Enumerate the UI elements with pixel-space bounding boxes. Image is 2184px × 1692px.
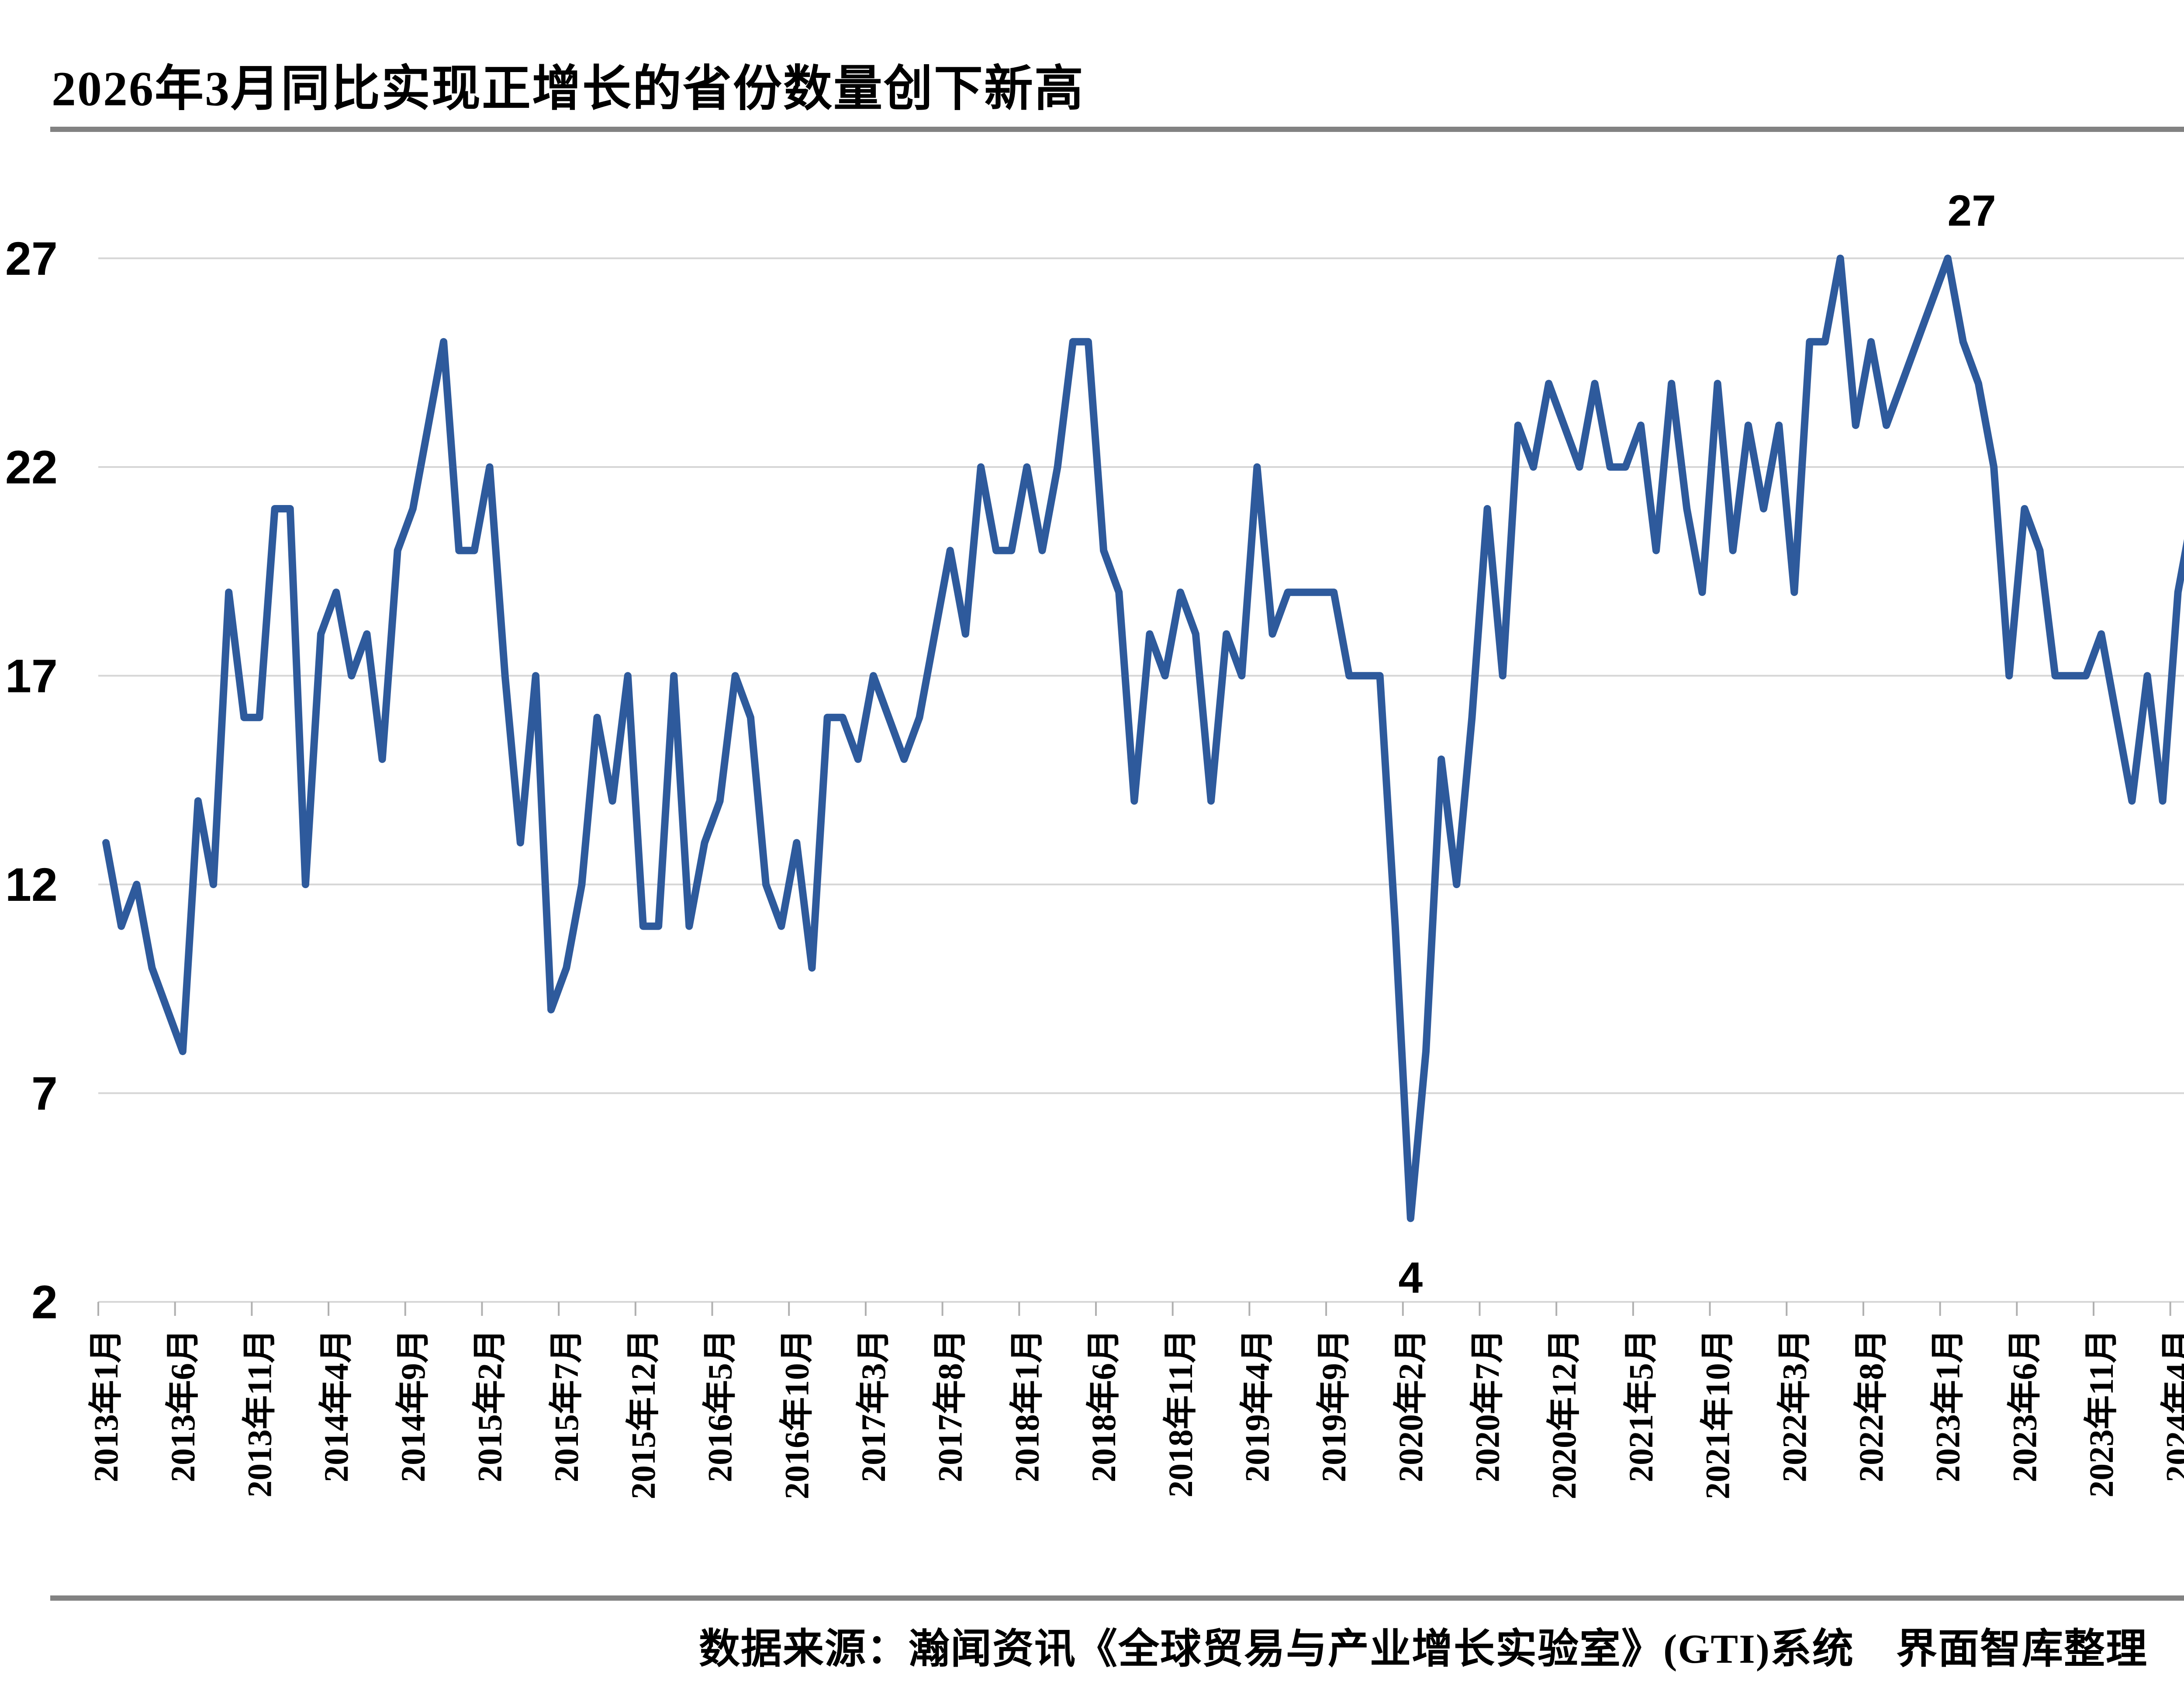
source-divider-rule: [50, 1595, 2184, 1601]
x-axis-label-2015年7月: 2015年7月: [547, 1329, 585, 1482]
x-axis-label-2016年10月: 2016年10月: [778, 1329, 816, 1499]
x-axis-label-2023年11月: 2023年11月: [2082, 1329, 2120, 1498]
x-axis-label-2021年5月: 2021年5月: [1622, 1329, 1660, 1482]
annotation-27: 27: [1948, 186, 1996, 235]
chart-title: 2026年3月同比实现正增长的省份数量创下新高: [52, 62, 1085, 116]
title-divider-rule: [50, 127, 2184, 132]
x-axis-label-2023年6月: 2023年6月: [2005, 1329, 2043, 1482]
x-axis-label-2021年10月: 2021年10月: [1699, 1329, 1737, 1499]
x-axis-label-2014年9月: 2014年9月: [394, 1329, 432, 1482]
x-axis-label-2020年7月: 2020年7月: [1469, 1329, 1507, 1482]
x-axis-label-2016年5月: 2016年5月: [701, 1329, 739, 1482]
x-axis-label-2013年1月: 2013年1月: [87, 1329, 125, 1482]
x-axis-label-2017年8月: 2017年8月: [931, 1329, 969, 1482]
x-axis-label-2019年9月: 2019年9月: [1315, 1329, 1353, 1482]
data-line-series: [102, 254, 2184, 1222]
y-axis-label-12: 12: [5, 858, 58, 911]
x-axis-label-2022年8月: 2022年8月: [1852, 1329, 1890, 1482]
y-axis-label-17: 17: [5, 649, 58, 702]
y-axis-label-27: 27: [5, 232, 58, 285]
x-axis-label-2022年3月: 2022年3月: [1775, 1329, 1813, 1482]
x-axis-label-2018年1月: 2018年1月: [1008, 1329, 1046, 1482]
x-axis-label-2020年12月: 2020年12月: [1545, 1329, 1583, 1499]
annotation-4: 4: [1399, 1253, 1423, 1302]
x-axis-label-2018年6月: 2018年6月: [1085, 1329, 1123, 1482]
y-axis-label-7: 7: [31, 1067, 58, 1120]
x-axis-label-2013年11月: 2013年11月: [240, 1329, 278, 1498]
x-axis-label-2014年4月: 2014年4月: [317, 1329, 355, 1482]
x-axis-label-2013年6月: 2013年6月: [164, 1329, 202, 1482]
x-axis-label-2020年2月: 2020年2月: [1392, 1329, 1430, 1482]
x-axis-label-2015年12月: 2015年12月: [624, 1329, 662, 1499]
data-source-note: 数据来源：瀚闻资讯《全球贸易与产业增长实验室》(GTI)系统 界面智库整理: [699, 1626, 2148, 1672]
x-axis-label-2023年1月: 2023年1月: [1929, 1329, 1967, 1482]
x-axis-label-2015年2月: 2015年2月: [471, 1329, 509, 1482]
x-axis-label-2018年11月: 2018年11月: [1161, 1329, 1199, 1498]
y-axis-label-22: 22: [5, 441, 58, 494]
x-axis-label-2024年4月: 2024年4月: [2159, 1329, 2184, 1482]
y-axis-label-2: 2: [31, 1276, 58, 1329]
x-axis-label-2017年3月: 2017年3月: [854, 1329, 892, 1482]
x-axis-label-2019年4月: 2019年4月: [1238, 1329, 1276, 1482]
